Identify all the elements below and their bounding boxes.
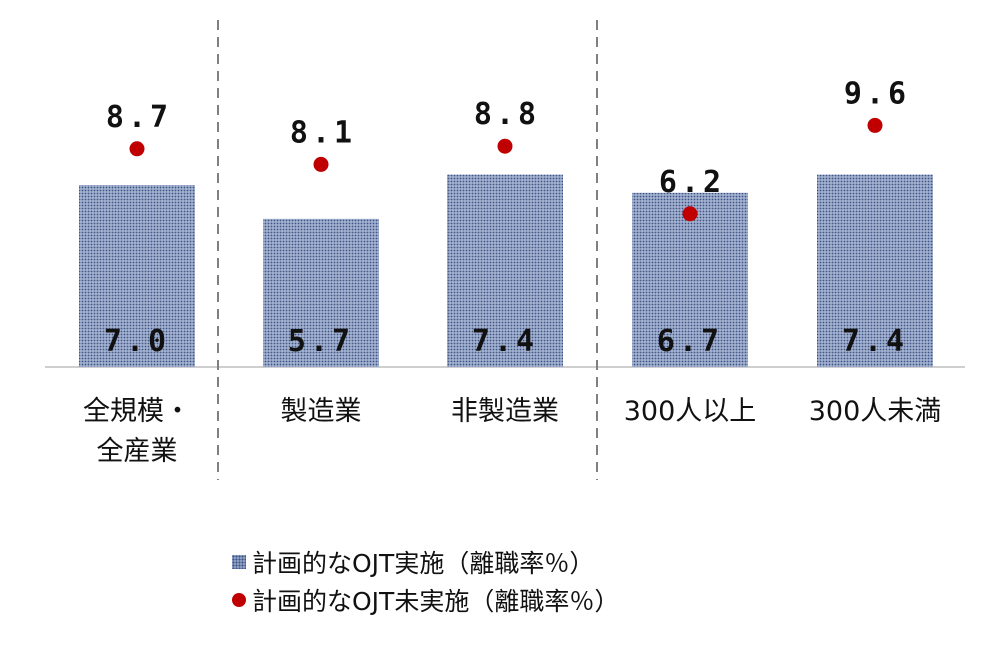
dot-value-label-1: 8.1 [290,115,356,150]
dot-2 [497,138,513,154]
dot-value-label-0: 8.7 [106,100,172,135]
legend: 計画的なOJT実施（離職率％） 計画的なOJT未実施（離職率％） [232,543,619,619]
bar-value-label-3: 6.7 [657,324,723,359]
dot-4 [867,117,883,133]
category-label-4: 300人未満 [809,396,942,427]
category-label-1: 製造業 [281,396,362,427]
legend-bar-swatch [232,555,246,569]
category-label-2: 非製造業 [451,396,559,427]
bar-4 [817,174,933,367]
chart-area: 7.0 5.7 7.4 6.7 7.4 8.7 8.1 8.8 6.2 9.6 全規模・全産業 製… [45,20,965,480]
dot-value-label-4: 9.6 [844,76,910,111]
bar-value-label-0: 7.0 [104,324,170,359]
bar-1 [263,218,379,367]
category-label-3: 300人以上 [624,396,757,427]
legend-label-no-ojt: 計画的なOJT未実施（離職率％） [252,587,620,616]
dot-value-label-3: 6.2 [659,165,725,200]
legend-item-ojt: 計画的なOJT実施（離職率％） [232,543,619,581]
bar-0 [79,185,195,367]
category-label-0-line-1: 全産業 [97,436,178,467]
dot-value-label-2: 8.8 [474,97,540,132]
dot-3 [682,206,698,222]
legend-label-ojt: 計画的なOJT実施（離職率％） [252,549,595,578]
dot-0 [129,141,145,157]
bar-value-label-4: 7.4 [842,324,908,359]
legend-item-no-ojt: 計画的なOJT未実施（離職率％） [232,581,619,619]
bar-3 [632,192,748,367]
bar-value-label-2: 7.4 [472,324,538,359]
bar-2 [447,174,563,367]
bar-value-label-1: 5.7 [288,324,354,359]
category-label-0-line-0: 全規模・ [83,396,191,427]
dot-1 [313,156,329,172]
legend-dot-swatch [232,593,246,607]
